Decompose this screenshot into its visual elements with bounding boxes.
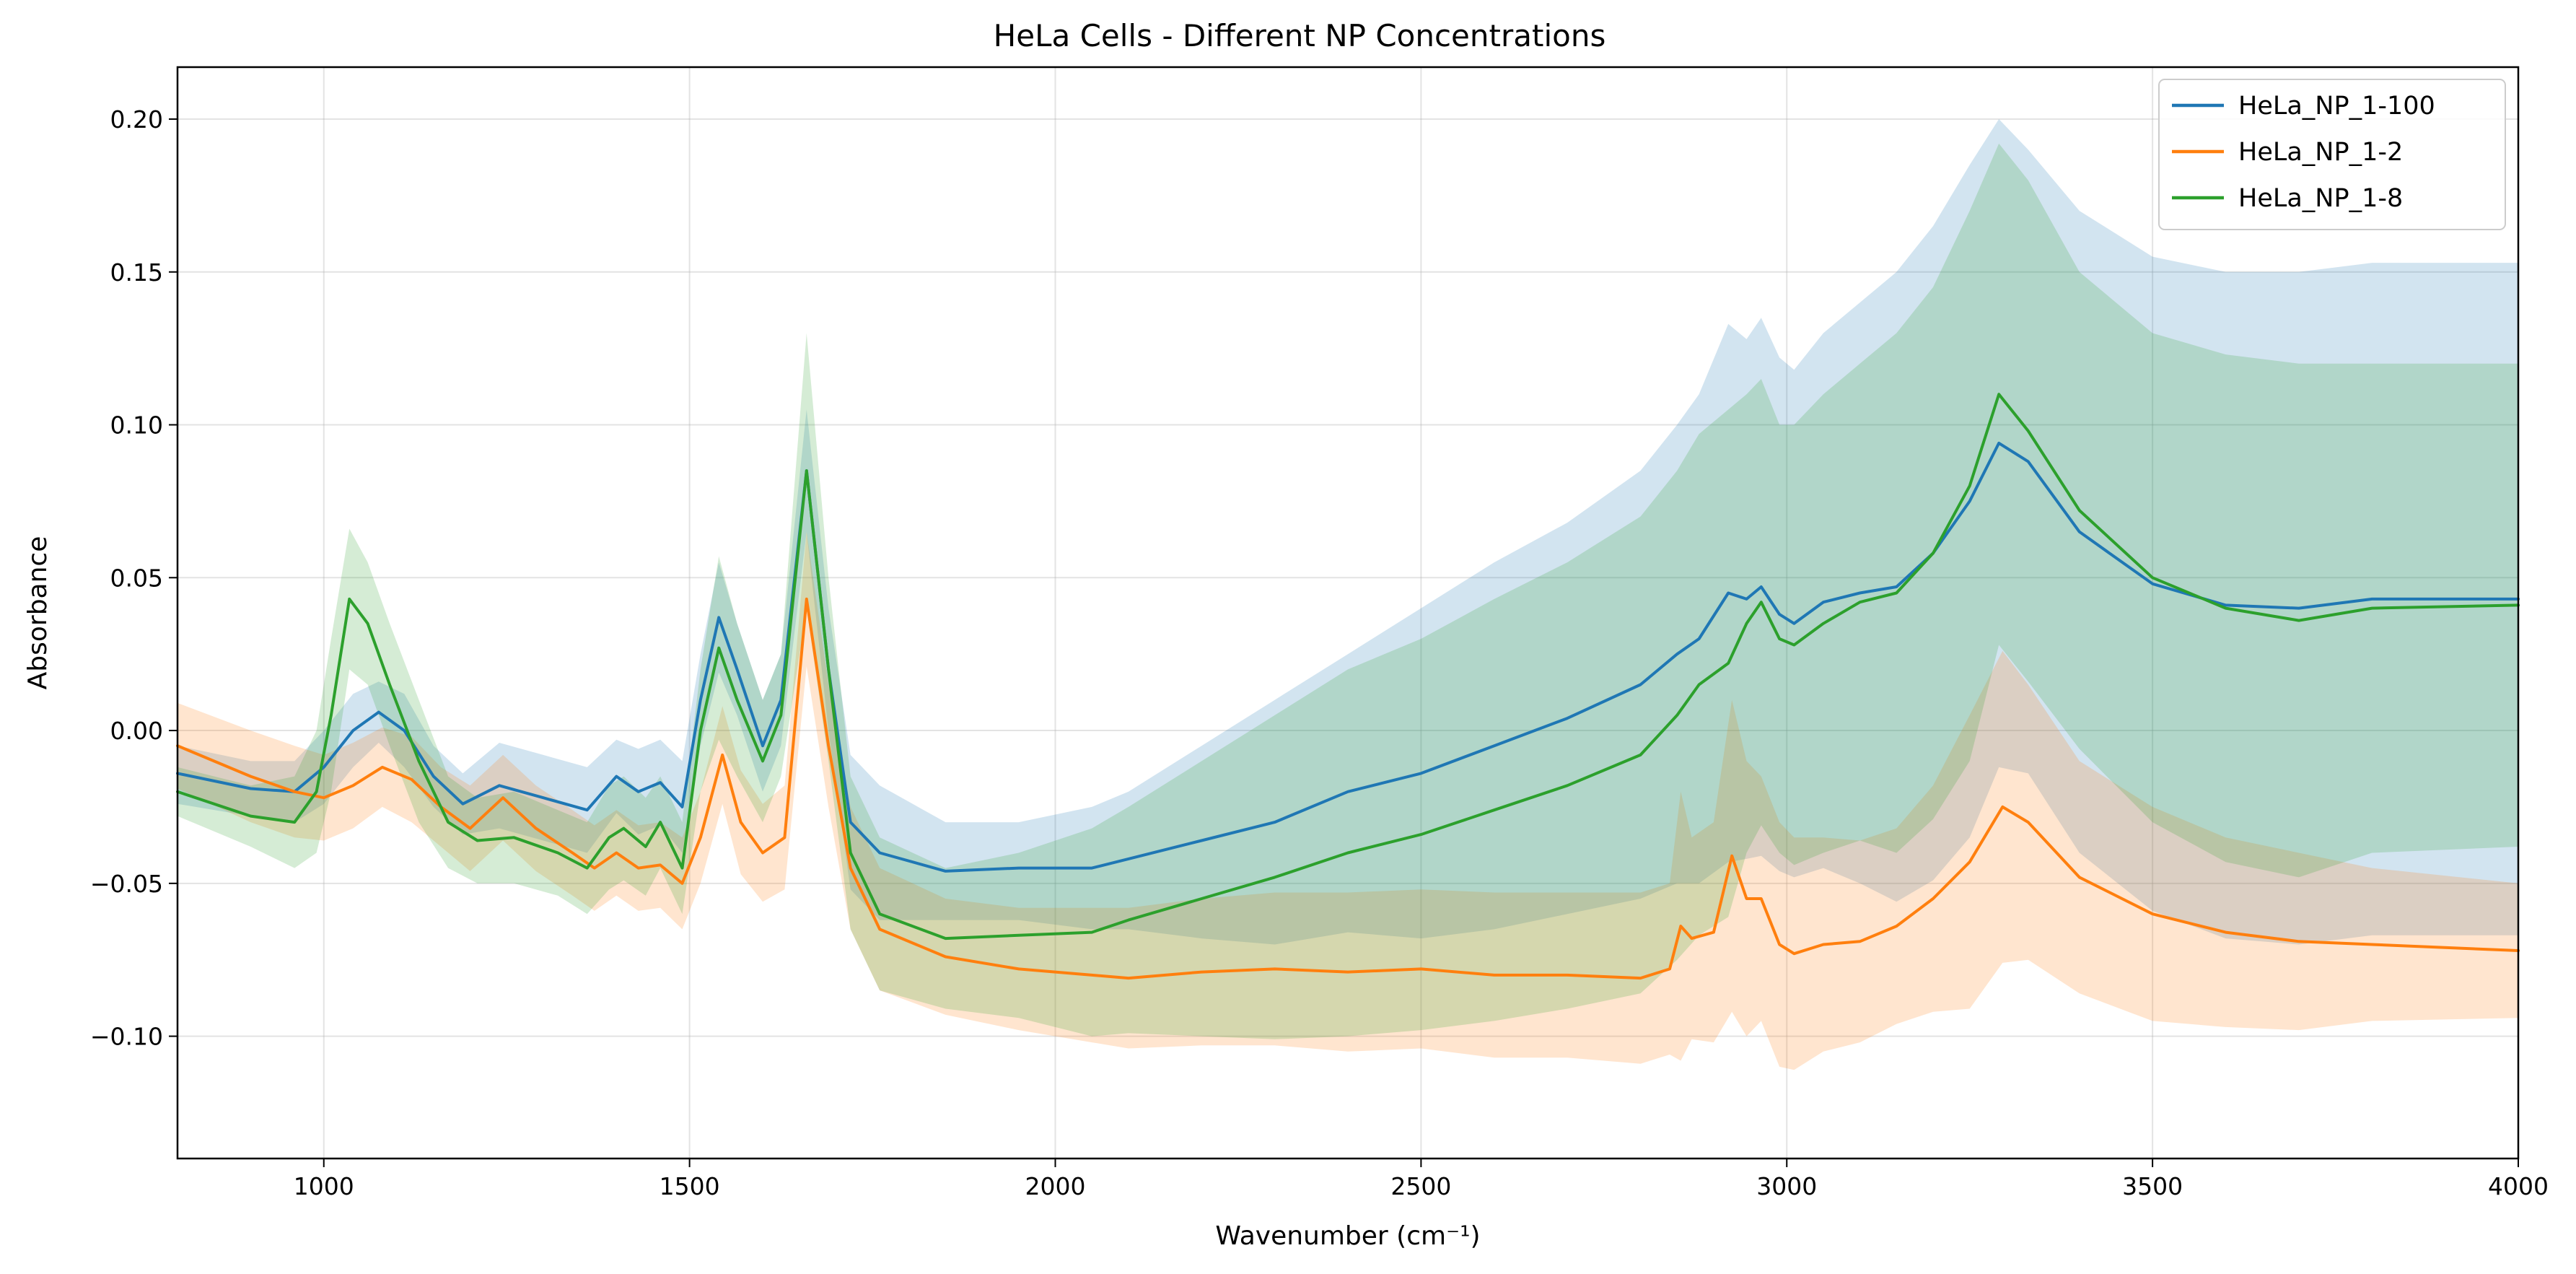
line-HeLa_NP_1-2	[176, 597, 2520, 980]
x-axis-label: Wavenumber (cm⁻¹)	[1215, 1221, 1480, 1251]
legend-label: HeLa_NP_1-100	[2238, 92, 2435, 121]
y-tick-label: 0.20	[110, 105, 163, 134]
legend-label: HeLa_NP_1-8	[2238, 184, 2403, 213]
chart-title: HeLa Cells - Different NP Concentrations	[994, 18, 1606, 53]
y-tick-label: −0.05	[90, 870, 163, 898]
y-axis-label: Absorbance	[23, 536, 53, 690]
x-tick-label: 3000	[1756, 1172, 1817, 1200]
legend-label: HeLa_NP_1-2	[2238, 138, 2403, 167]
x-tick-label: 1000	[294, 1172, 354, 1200]
band-HeLa_NP_1-8	[178, 143, 2518, 1039]
y-axis: −0.10 −0.05 0.00 0.05 0.10 0.15 0.20	[90, 105, 178, 1051]
confidence-bands	[178, 119, 2518, 1070]
y-tick-label: 0.15	[110, 258, 163, 287]
y-tick-label: −0.10	[90, 1023, 163, 1051]
x-tick-label: 2500	[1390, 1172, 1451, 1200]
x-tick-label: 2000	[1025, 1172, 1086, 1200]
legend: HeLa_NP_1-100 HeLa_NP_1-2 HeLa_NP_1-8	[2158, 79, 2506, 230]
plot-frame	[176, 66, 2520, 1160]
series-lines	[176, 393, 2520, 980]
plot-area	[176, 66, 2520, 1160]
band-HeLa_NP_1-2	[178, 531, 2518, 1070]
line-HeLa_NP_1-8	[176, 393, 2520, 941]
x-tick-label: 1500	[660, 1172, 720, 1200]
band-HeLa_NP_1-100	[178, 119, 2518, 945]
plot-background	[178, 67, 2518, 1159]
y-tick-label: 0.00	[110, 717, 163, 745]
legend-box	[2158, 79, 2506, 230]
x-axis: 1000 1500 2000 2500 3000 3500 4000	[294, 1159, 2549, 1200]
x-tick-label: 3500	[2122, 1172, 2183, 1200]
y-tick-label: 0.10	[110, 411, 163, 440]
x-tick-label: 4000	[2488, 1172, 2549, 1200]
y-tick-label: 0.05	[110, 564, 163, 592]
